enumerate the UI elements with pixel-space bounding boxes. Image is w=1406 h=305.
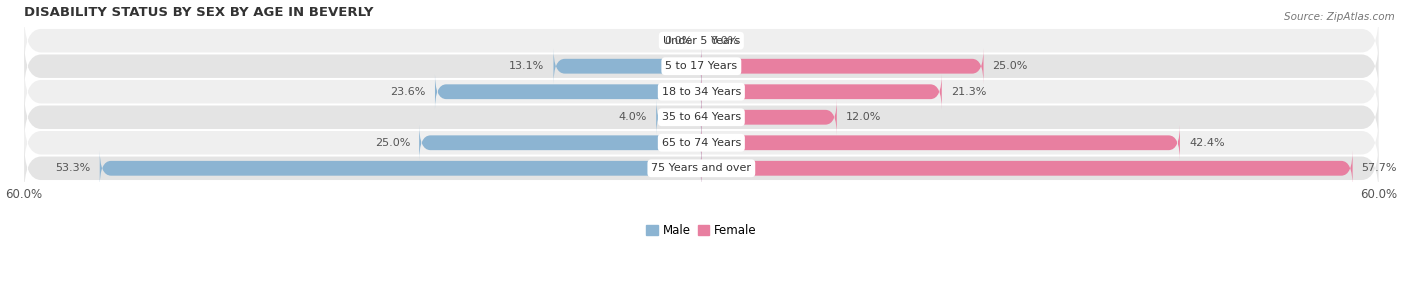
Text: 65 to 74 Years: 65 to 74 Years [662,138,741,148]
Text: 25.0%: 25.0% [993,61,1028,71]
Text: 5 to 17 Years: 5 to 17 Years [665,61,737,71]
FancyBboxPatch shape [702,99,837,135]
Text: 4.0%: 4.0% [619,112,647,122]
Text: 0.0%: 0.0% [710,36,738,46]
FancyBboxPatch shape [702,125,1180,161]
Text: Source: ZipAtlas.com: Source: ZipAtlas.com [1284,12,1395,22]
Text: 13.1%: 13.1% [509,61,544,71]
FancyBboxPatch shape [702,150,1353,186]
FancyBboxPatch shape [24,116,1378,169]
Text: 57.7%: 57.7% [1361,163,1398,173]
FancyBboxPatch shape [24,40,1378,93]
FancyBboxPatch shape [24,14,1378,67]
Legend: Male, Female: Male, Female [641,219,762,242]
FancyBboxPatch shape [24,91,1378,144]
FancyBboxPatch shape [702,48,984,84]
FancyBboxPatch shape [434,74,702,110]
FancyBboxPatch shape [419,125,702,161]
Text: 53.3%: 53.3% [55,163,91,173]
Text: 75 Years and over: 75 Years and over [651,163,751,173]
Text: 18 to 34 Years: 18 to 34 Years [662,87,741,97]
Text: 12.0%: 12.0% [846,112,882,122]
Text: 23.6%: 23.6% [391,87,426,97]
Text: 42.4%: 42.4% [1189,138,1225,148]
FancyBboxPatch shape [24,142,1378,195]
FancyBboxPatch shape [24,65,1378,118]
FancyBboxPatch shape [702,74,942,110]
Text: 21.3%: 21.3% [950,87,986,97]
Text: 0.0%: 0.0% [664,36,692,46]
Text: DISABILITY STATUS BY SEX BY AGE IN BEVERLY: DISABILITY STATUS BY SEX BY AGE IN BEVER… [24,5,374,19]
FancyBboxPatch shape [657,99,702,135]
FancyBboxPatch shape [554,48,702,84]
FancyBboxPatch shape [100,150,702,186]
Text: 25.0%: 25.0% [375,138,411,148]
Text: Under 5 Years: Under 5 Years [662,36,740,46]
Text: 35 to 64 Years: 35 to 64 Years [662,112,741,122]
